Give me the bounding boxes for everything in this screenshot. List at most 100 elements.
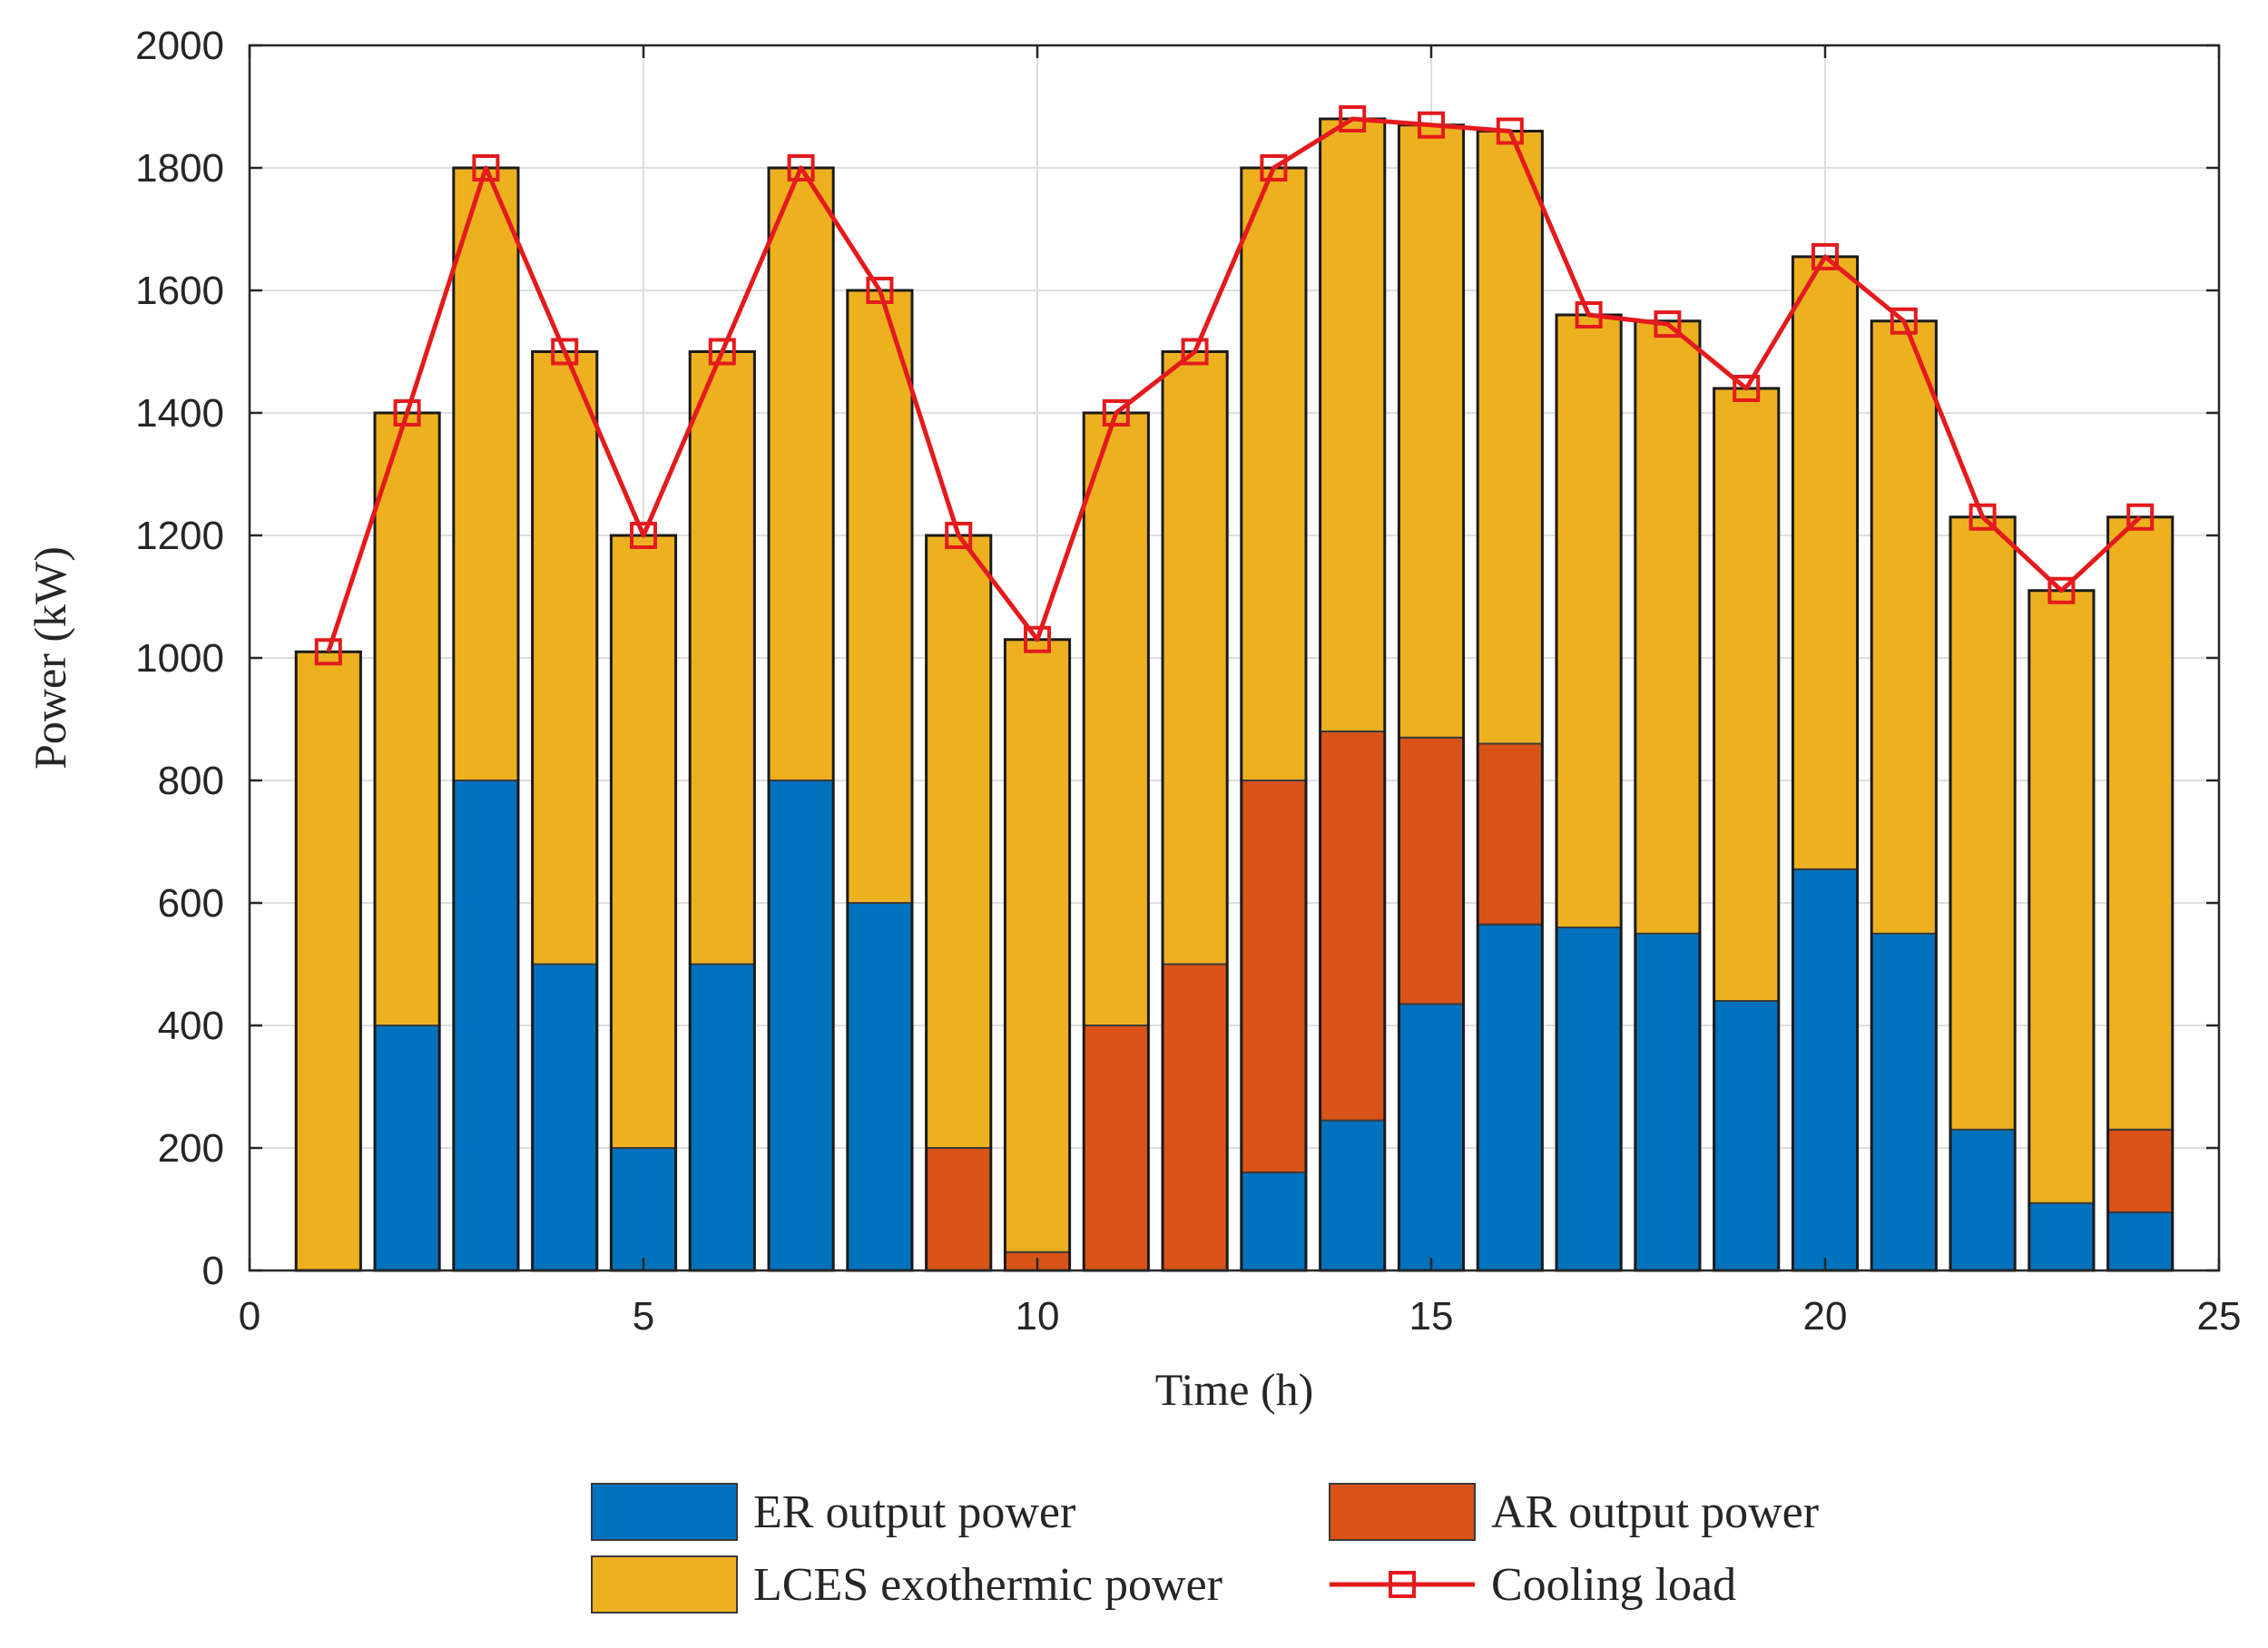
bar-er-output-power xyxy=(531,963,598,1271)
bar-lces-exothermic-power xyxy=(1240,167,1307,781)
line-series-group xyxy=(314,105,2155,666)
marker-cooling-load xyxy=(787,154,815,181)
bar-lces-exothermic-power xyxy=(1713,387,1780,1002)
y-tick-label: 200 xyxy=(158,1126,224,1171)
bar-lces-exothermic-power xyxy=(1870,319,1938,935)
marker-cooling-load xyxy=(314,638,342,666)
bar-lces-exothermic-power xyxy=(2027,589,2095,1204)
y-axis-label: Power (kW) xyxy=(25,546,75,770)
marker-cooling-load xyxy=(1339,105,1367,132)
bar-er-output-power xyxy=(1556,927,1623,1271)
x-tick-label: 15 xyxy=(1409,1294,1454,1339)
bar-ar-output-power xyxy=(925,1147,992,1271)
marker-cooling-load xyxy=(1890,307,1918,335)
marker-cooling-load xyxy=(551,338,579,366)
marker-cooling-load xyxy=(708,338,736,366)
y-tick-label: 1000 xyxy=(135,636,224,681)
tick-labels: 0 200 400 600 800 1000 1200 1400 1600 1800 2000 0 5 1… xyxy=(135,24,2241,1339)
legend-swatch-er-output-power xyxy=(591,1483,738,1541)
bar-er-output-power xyxy=(689,963,756,1271)
bar-er-output-power xyxy=(768,780,835,1271)
y-tick-label: 1200 xyxy=(135,514,224,558)
bar-lces-exothermic-power xyxy=(1319,118,1386,732)
plot-area: 0 200 400 600 800 1000 1200 1400 1600 1800 2000 0 5 1… xyxy=(135,24,2241,1339)
bar-ar-output-power xyxy=(2106,1128,2174,1213)
legend-swatch-marker xyxy=(1389,1571,1416,1598)
bar-er-output-power xyxy=(846,902,913,1271)
marker-cooling-load xyxy=(630,522,657,549)
x-tick-label: 10 xyxy=(1016,1294,1060,1339)
y-tick-label: 0 xyxy=(202,1249,224,1293)
marker-cooling-load xyxy=(1102,399,1130,427)
marker-cooling-load xyxy=(1496,117,1524,145)
bar-er-output-power xyxy=(1713,1000,1780,1271)
marker-cooling-load xyxy=(1811,242,1839,270)
bar-er-output-power xyxy=(1949,1128,2017,1271)
legend-item-er-output-power: ER output power xyxy=(591,1483,1075,1541)
legend-label: ER output power xyxy=(753,1486,1075,1538)
legend-label: AR output power xyxy=(1491,1486,1819,1538)
bar-ar-output-power xyxy=(1240,780,1307,1173)
x-tick-label: 0 xyxy=(239,1294,260,1339)
bar-lces-exothermic-power xyxy=(1792,255,1859,870)
bar-lces-exothermic-power xyxy=(295,651,362,1271)
bar-lces-exothermic-power xyxy=(452,167,519,781)
bar-lces-exothermic-power xyxy=(374,412,441,1026)
marker-cooling-load xyxy=(1575,301,1603,329)
legend-item-lces-exothermic-power: LCES exothermic power xyxy=(591,1555,1222,1614)
bar-er-output-power xyxy=(1240,1172,1307,1271)
bar-lces-exothermic-power xyxy=(1949,515,2017,1131)
legend-swatch-lces-exothermic-power xyxy=(591,1555,738,1614)
marker-cooling-load xyxy=(472,154,500,181)
bar-er-output-power xyxy=(610,1147,677,1271)
y-tick-label: 800 xyxy=(158,759,224,803)
bar-er-output-power xyxy=(374,1025,441,1271)
y-tick-label: 1600 xyxy=(135,269,224,313)
y-tick-label: 600 xyxy=(158,881,224,926)
bar-lces-exothermic-power xyxy=(1634,319,1701,935)
marker-cooling-load xyxy=(1969,503,1997,531)
bar-lces-exothermic-power xyxy=(610,535,677,1149)
bar-er-output-power xyxy=(1792,868,1859,1271)
legend-box xyxy=(589,1478,1861,1634)
legend-item-ar-output-power: AR output power xyxy=(1329,1483,1819,1541)
y-tick-label: 1400 xyxy=(135,391,224,436)
bar-lces-exothermic-power xyxy=(1083,412,1150,1026)
bar-er-output-power xyxy=(1319,1119,1386,1271)
marker-cooling-load xyxy=(866,277,894,304)
marker-cooling-load xyxy=(1260,154,1288,181)
marker-cooling-load xyxy=(1418,111,1445,139)
marker-cooling-load xyxy=(393,399,421,427)
bar-er-output-power xyxy=(1870,932,1938,1271)
legend-label: LCES exothermic power xyxy=(753,1559,1222,1611)
bar-er-output-power xyxy=(1634,932,1701,1271)
marker-cooling-load xyxy=(1181,338,1209,366)
marker-cooling-load xyxy=(1024,625,1051,653)
bar-lces-exothermic-power xyxy=(689,350,756,966)
legend-swatch-ar-output-power xyxy=(1329,1483,1476,1541)
bar-lces-exothermic-power xyxy=(1004,638,1071,1253)
marker-cooling-load xyxy=(945,522,973,549)
bar-lces-exothermic-power xyxy=(1477,130,1544,745)
y-tick-label: 2000 xyxy=(135,24,224,68)
legend: ER output power AR output power LCES exoth… xyxy=(589,1478,1861,1634)
bar-er-output-power xyxy=(2106,1211,2174,1271)
bar-ar-output-power xyxy=(1398,736,1465,1005)
marker-cooling-load xyxy=(1654,310,1682,338)
bar-er-output-power xyxy=(452,780,519,1271)
marker-cooling-load xyxy=(2047,576,2076,604)
x-tick-label: 20 xyxy=(1803,1294,1848,1339)
bar-lces-exothermic-power xyxy=(1398,123,1465,739)
legend-label: Cooling load xyxy=(1491,1559,1736,1611)
bar-series-group xyxy=(294,117,2175,1272)
bar-lces-exothermic-power xyxy=(768,167,835,781)
bar-er-output-power xyxy=(1398,1003,1465,1271)
bar-ar-output-power xyxy=(1477,742,1544,926)
bar-er-output-power xyxy=(1477,923,1544,1271)
y-tick-label: 400 xyxy=(158,1004,224,1048)
bar-er-output-power xyxy=(2027,1202,2095,1271)
bar-lces-exothermic-power xyxy=(1162,350,1229,966)
bar-lces-exothermic-power xyxy=(1556,314,1623,928)
